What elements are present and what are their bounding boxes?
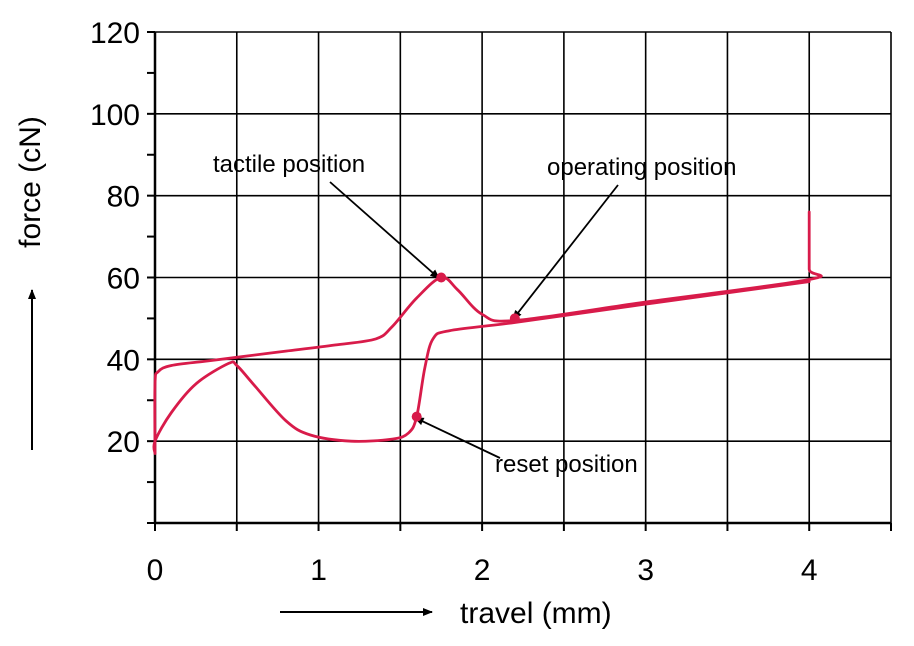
annotation-arrow	[329, 181, 440, 280]
position-marker	[436, 272, 447, 283]
series-line-2	[152, 280, 811, 455]
y-tick-label: 20	[107, 426, 140, 459]
annotation-label: reset position	[495, 451, 638, 478]
position-marker	[411, 411, 422, 422]
grid	[155, 31, 892, 523]
y-tick-label: 120	[90, 17, 140, 50]
annotation-arrow	[512, 184, 619, 321]
markers	[411, 272, 520, 422]
x-tick-label: 0	[147, 554, 164, 587]
tick-labels: 0 1 2 3 4 20 40 60 80 100 120	[90, 17, 818, 587]
annotation-arrow	[413, 416, 501, 459]
x-tick-label: 3	[637, 554, 654, 587]
y-tick-label: 40	[107, 344, 140, 377]
annotation-label: tactile position	[213, 151, 365, 178]
y-tick-label: 100	[90, 99, 140, 132]
position-marker	[509, 313, 520, 324]
series	[152, 210, 823, 455]
y-tick-label: 80	[107, 181, 140, 214]
y-tick-label: 60	[107, 263, 140, 296]
x-tick-label: 1	[310, 554, 327, 587]
annotations: tactile position operating position reset …	[213, 151, 736, 478]
x-tick-label: 4	[801, 554, 818, 587]
y-axis-title: force (cN)	[14, 116, 47, 248]
x-tick-label: 2	[474, 554, 491, 587]
x-axis-title: travel (mm)	[460, 597, 612, 630]
series-line-1	[153, 210, 823, 455]
annotation-label: operating position	[547, 154, 736, 181]
